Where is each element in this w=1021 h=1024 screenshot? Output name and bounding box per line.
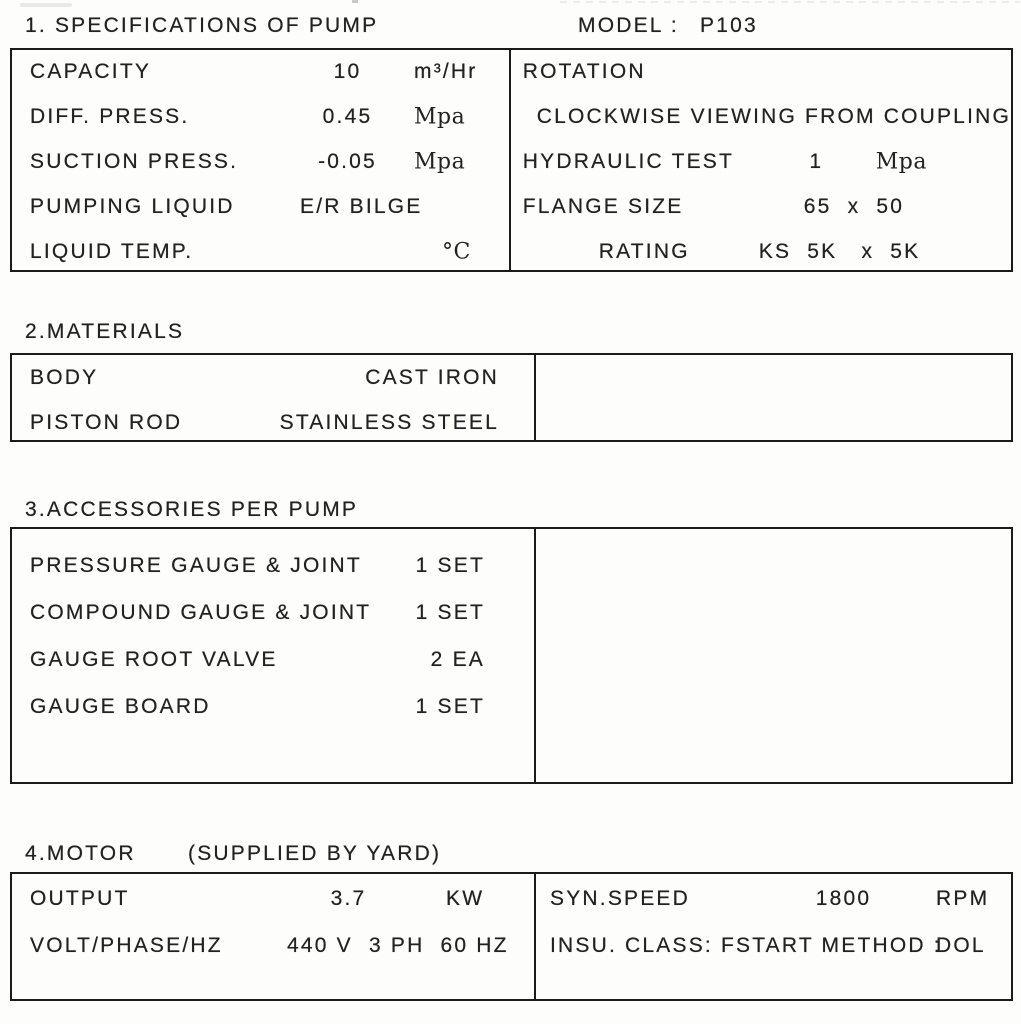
materials-table-left: BODY CAST IRON PISTON ROD STAINLESS STEE… <box>12 355 536 440</box>
spec-table-right: ROTATION CLOCKWISE VIEWING FROM COUPLING… <box>511 50 1011 270</box>
spec-row-liquid-temp: LIQUID TEMP. °C <box>12 229 509 274</box>
motor-start-method-value: DOL <box>936 933 986 957</box>
materials-row-body: BODY CAST IRON <box>12 356 534 400</box>
materials-table-right <box>536 355 1011 440</box>
spec-row-diff-press: DIFF. PRESS. 0.45 Mpa <box>12 95 509 140</box>
motor-label: SYN.SPEED <box>550 886 691 910</box>
accessory-qty: 2 EA <box>430 647 485 671</box>
motor-value: 1800 <box>815 886 872 910</box>
motor-value: 440 V 3 PH 60 HZ <box>287 933 509 957</box>
motor-label: INSU. CLASS: F <box>550 933 737 957</box>
section-3-heading: 3.ACCESSORIES PER PUMP <box>25 498 359 521</box>
spec-value: KS 5K x 5K <box>758 239 921 263</box>
accessory-label: GAUGE BOARD <box>30 694 211 718</box>
spec-unit: Mpa <box>414 104 466 130</box>
motor-value: 3.7 <box>330 886 367 910</box>
model-label: MODEL : <box>578 14 679 37</box>
spec-label: RATING <box>598 239 690 263</box>
accessory-row-gauge-root-valve: GAUGE ROOT VALVE 2 EA <box>12 636 534 683</box>
scan-artifact <box>560 1 1020 3</box>
scan-artifact <box>20 3 72 7</box>
spec-unit: °C <box>442 239 471 265</box>
spec-label: LIQUID TEMP. <box>30 239 194 263</box>
spec-table-left: CAPACITY 10 m³/Hr DIFF. PRESS. 0.45 Mpa … <box>12 50 511 270</box>
spec-row-rotation-value: CLOCKWISE VIEWING FROM COUPLING <box>511 95 1011 140</box>
spec-value: 0.45 <box>322 105 373 129</box>
spec-label: ROTATION <box>522 60 646 84</box>
spec-unit: Mpa <box>875 149 927 175</box>
spec-table: CAPACITY 10 m³/Hr DIFF. PRESS. 0.45 Mpa … <box>10 48 1013 272</box>
spec-value: 1 <box>809 149 824 173</box>
accessory-label: PRESSURE GAUGE & JOINT <box>30 553 362 577</box>
accessories-table: PRESSURE GAUGE & JOINT 1 SET COMPOUND GA… <box>10 527 1013 784</box>
spec-label: CAPACITY <box>30 60 152 84</box>
spec-row-flange-size: FLANGE SIZE 65 x 50 <box>511 184 1011 229</box>
material-label: BODY <box>30 366 99 389</box>
section-1-heading: 1. SPECIFICATIONS OF PUMP <box>25 14 379 37</box>
materials-row-piston-rod: PISTON ROD STAINLESS STEEL <box>12 401 534 445</box>
accessory-row-pressure-gauge: PRESSURE GAUGE & JOINT 1 SET <box>12 542 534 589</box>
spec-value: 10 <box>333 60 362 84</box>
spec-unit: m³/Hr <box>414 60 478 84</box>
section-2-heading: 2.MATERIALS <box>25 320 185 343</box>
motor-row-volt-phase-hz: VOLT/PHASE/HZ 440 V 3 PH 60 HZ <box>12 923 534 968</box>
spec-row-rotation: ROTATION <box>511 50 1011 95</box>
accessory-label: GAUGE ROOT VALVE <box>30 647 278 671</box>
spec-row-capacity: CAPACITY 10 m³/Hr <box>12 50 509 95</box>
motor-label: VOLT/PHASE/HZ <box>30 933 223 957</box>
spec-row-hydraulic-test: HYDRAULIC TEST 1 Mpa <box>511 140 1011 185</box>
materials-table: BODY CAST IRON PISTON ROD STAINLESS STEE… <box>10 353 1013 442</box>
accessory-qty: 1 SET <box>415 694 485 718</box>
accessory-qty: 1 SET <box>415 553 485 577</box>
motor-row-output: OUTPUT 3.7 KW <box>12 876 534 921</box>
accessory-qty: 1 SET <box>415 600 485 624</box>
accessory-row-compound-gauge: COMPOUND GAUGE & JOINT 1 SET <box>12 589 534 636</box>
motor-table: OUTPUT 3.7 KW VOLT/PHASE/HZ 440 V 3 PH 6… <box>10 872 1013 1001</box>
motor-unit: KW <box>446 886 485 910</box>
section-4-heading: 4.MOTOR <box>25 842 136 865</box>
spec-label: FLANGE SIZE <box>522 194 684 218</box>
spec-unit: Mpa <box>414 149 466 175</box>
material-label: PISTON ROD <box>30 411 183 434</box>
spec-label: HYDRAULIC TEST <box>522 149 735 173</box>
spec-value: E/R BILGE <box>300 194 423 218</box>
spec-row-rating: RATING KS 5K x 5K <box>511 229 1011 274</box>
accessory-label: COMPOUND GAUGE & JOINT <box>30 600 372 624</box>
spec-value: -0.05 <box>318 149 377 173</box>
scan-artifact <box>352 0 358 3</box>
accessories-table-left: PRESSURE GAUGE & JOINT 1 SET COMPOUND GA… <box>12 529 536 782</box>
motor-start-method-label: START METHOD : <box>736 933 942 957</box>
spec-row-suction-press: SUCTION PRESS. -0.05 Mpa <box>12 140 509 185</box>
motor-unit: RPM <box>936 886 990 910</box>
spec-label: DIFF. PRESS. <box>30 105 190 129</box>
motor-row-syn-speed: SYN.SPEED 1800 RPM <box>536 876 1011 921</box>
material-value: CAST IRON <box>365 366 499 389</box>
section-4-heading-suffix: (SUPPLIED BY YARD) <box>188 842 442 865</box>
material-value: STAINLESS STEEL <box>279 411 499 434</box>
accessory-row-gauge-board: GAUGE BOARD 1 SET <box>12 683 534 730</box>
motor-table-left: OUTPUT 3.7 KW VOLT/PHASE/HZ 440 V 3 PH 6… <box>12 874 536 999</box>
motor-table-right: SYN.SPEED 1800 RPM INSU. CLASS: F START … <box>536 874 1011 999</box>
motor-row-insu-class: INSU. CLASS: F START METHOD : DOL <box>536 923 1011 968</box>
accessories-table-right <box>536 529 1011 782</box>
spec-row-pumping-liquid: PUMPING LIQUID E/R BILGE <box>12 184 509 229</box>
spec-label: SUCTION PRESS. <box>30 149 239 173</box>
model-value: P103 <box>700 14 758 37</box>
motor-label: OUTPUT <box>30 886 130 910</box>
spec-value: 65 x 50 <box>803 194 905 218</box>
spec-label: PUMPING LIQUID <box>30 194 235 218</box>
spec-label: CLOCKWISE VIEWING FROM COUPLING <box>536 105 1011 129</box>
